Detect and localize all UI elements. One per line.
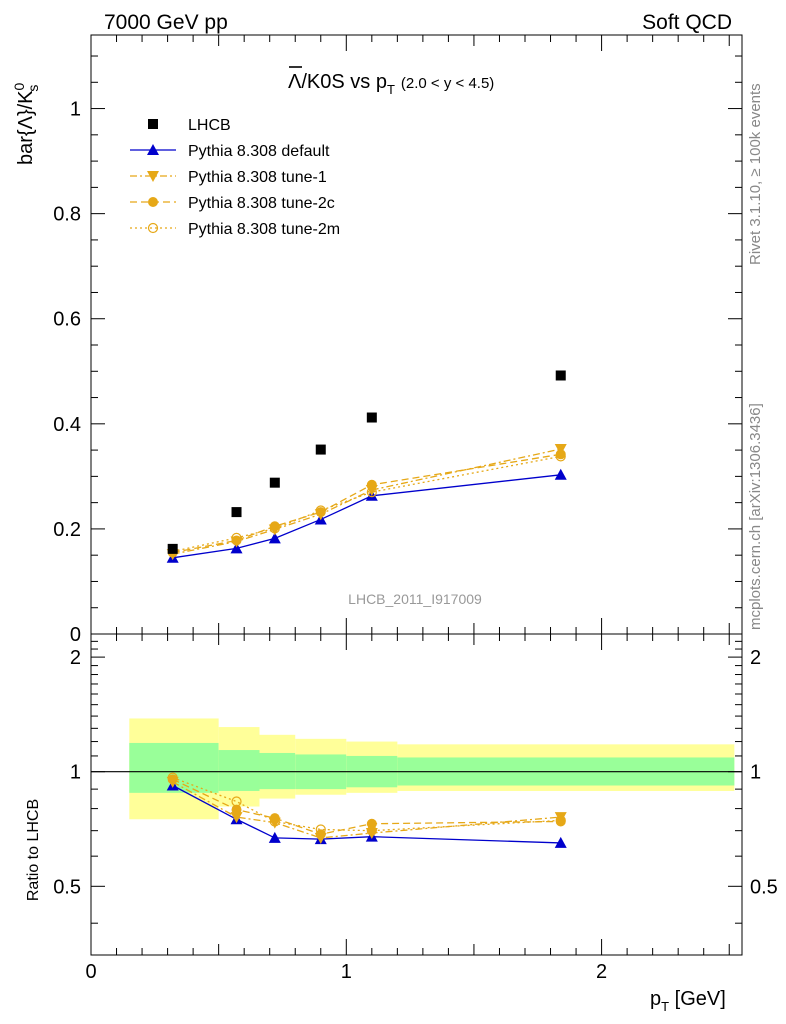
series-line-ratio-pythia-8-308-tune-2c	[172, 778, 561, 835]
mcplots-label: mcplots.cern.ch [arXiv:1306.3436]	[747, 403, 764, 630]
series-line-main-pythia-8-308-default	[172, 474, 561, 559]
point-main-pythia-8-308-tune-2m	[366, 487, 377, 498]
point-main-lhcb	[555, 370, 566, 381]
y-tick-label: 0.8	[53, 204, 81, 226]
legend-marker-pythia-8-308-tune-1	[147, 171, 159, 182]
legend-marker-pythia-8-308-default	[147, 144, 159, 155]
y-axis-label: bar{Λ}/K0s	[11, 82, 41, 165]
point-main-lhcb	[366, 412, 377, 423]
ratio-tick-label-right: 0.5	[750, 876, 778, 898]
legend-label-pythia-8-308-tune-2c: Pythia 8.308 tune-2c	[188, 195, 335, 212]
band-inner-2	[259, 752, 296, 790]
point-ratio-pythia-8-308-tune-2m	[315, 824, 326, 835]
legend: LHCB Pythia 8.308 default Pythia 8.308 tun…	[130, 117, 340, 238]
y-tick-label: 0.2	[53, 519, 81, 541]
point-ratio-pythia-8-308-tune-2m	[269, 816, 280, 827]
point-ratio-pythia-8-308-tune-2c	[269, 813, 280, 824]
x-tick-label: 0	[85, 961, 96, 983]
point-main-lhcb	[315, 444, 326, 455]
point-ratio-pythia-8-308-tune-2c	[231, 804, 242, 815]
analysis-watermark: LHCB_2011_I917009	[348, 591, 482, 607]
series-line-ratio-pythia-8-308-tune-2m	[172, 776, 561, 832]
point-main-pythia-8-308-default	[268, 532, 281, 544]
series-line-main-pythia-8-308-tune-2m	[172, 455, 561, 553]
x-tick-label: 1	[341, 961, 352, 983]
point-ratio-pythia-8-308-tune-2m	[555, 815, 566, 826]
point-ratio-pythia-8-308-tune-2m	[167, 772, 178, 783]
header-right: Soft QCD	[642, 11, 732, 34]
point-main-pythia-8-308-default	[554, 468, 567, 480]
svg-text:Λ/K0S vs pT(2.0 < y < 4.5): Λ/K0S vs pT (2.0 < y < 4.5)	[288, 71, 494, 97]
ratio-tick-label: 1	[70, 762, 81, 784]
series-line-ratio-pythia-8-308-tune-1	[172, 781, 561, 839]
rivet-label: Rivet 3.1.10, ≥ 100k events	[747, 83, 764, 265]
point-main-lhcb	[167, 543, 178, 554]
ratio-tick-label: 2	[70, 647, 81, 669]
point-ratio-pythia-8-308-default	[268, 831, 281, 843]
point-ratio-pythia-8-308-tune-2m	[366, 825, 377, 836]
ratio-tick-label-right: 2	[750, 647, 761, 669]
point-main-lhcb	[269, 477, 280, 488]
point-main-lhcb	[231, 507, 242, 518]
series-line-main-pythia-8-308-tune-2c	[172, 453, 561, 554]
legend-label-pythia-8-308-tune-1: Pythia 8.308 tune-1	[188, 169, 327, 186]
main-panel: 0 0.2 0.4 0.6 0.8 1	[53, 34, 743, 646]
title-main: Λ/K0S vs p	[288, 71, 387, 93]
legend-label-pythia-8-308-default: Pythia 8.308 default	[188, 143, 330, 160]
band-inner-1	[218, 750, 260, 791]
ratio-tick-label-right: 1	[750, 762, 761, 784]
legend-label-pythia-8-308-tune-2m: Pythia 8.308 tune-2m	[188, 221, 340, 238]
x-axis-label: pT [GeV]	[650, 988, 726, 1014]
point-main-pythia-8-308-tune-2m	[231, 532, 242, 543]
point-main-pythia-8-308-tune-2c	[269, 521, 280, 532]
legend-marker-pythia-8-308-tune-2c	[148, 197, 158, 207]
ratio-axis-label: Ratio to LHCB	[25, 799, 42, 901]
y-tick-label: 0.4	[53, 414, 81, 436]
series-line-main-pythia-8-308-tune-1	[172, 448, 561, 555]
ratio-frame	[90, 633, 743, 956]
point-main-pythia-8-308-tune-2m	[555, 451, 566, 462]
point-main-pythia-8-308-tune-2c	[555, 449, 566, 460]
ratio-tick-label: 0.5	[53, 876, 81, 898]
title-sub: T	[387, 82, 395, 97]
y-tick-label: 0	[70, 624, 81, 646]
legend-label-lhcb: LHCB	[188, 117, 231, 134]
legend-marker-lhcb	[148, 119, 158, 129]
point-ratio-pythia-8-308-tune-2m	[231, 796, 242, 807]
point-main-pythia-8-308-tune-2c	[366, 479, 377, 490]
plot-title: Λ/K0S vs pT (2.0 < y < 4.5)	[288, 66, 494, 97]
legend-marker-pythia-8-308-tune-2m	[147, 222, 159, 234]
y-tick-label: 1	[70, 99, 81, 121]
header-left: 7000 GeV pp	[104, 11, 228, 34]
x-tick-label: 2	[596, 961, 607, 983]
point-ratio-pythia-8-308-tune-1	[230, 812, 243, 824]
point-ratio-pythia-8-308-default	[554, 836, 567, 848]
point-main-pythia-8-308-default	[230, 542, 243, 554]
y-tick-label: 0.6	[53, 309, 81, 331]
point-main-pythia-8-308-tune-2c	[231, 535, 242, 546]
title-range: (2.0 < y < 4.5)	[401, 75, 494, 92]
series-line-ratio-pythia-8-308-default	[172, 784, 561, 844]
ratio-panel: 0 1 2 0.5 0.5 1 1 2 2	[53, 633, 778, 983]
point-main-pythia-8-308-tune-2m	[269, 523, 280, 534]
point-main-pythia-8-308-tune-2m	[315, 505, 326, 516]
